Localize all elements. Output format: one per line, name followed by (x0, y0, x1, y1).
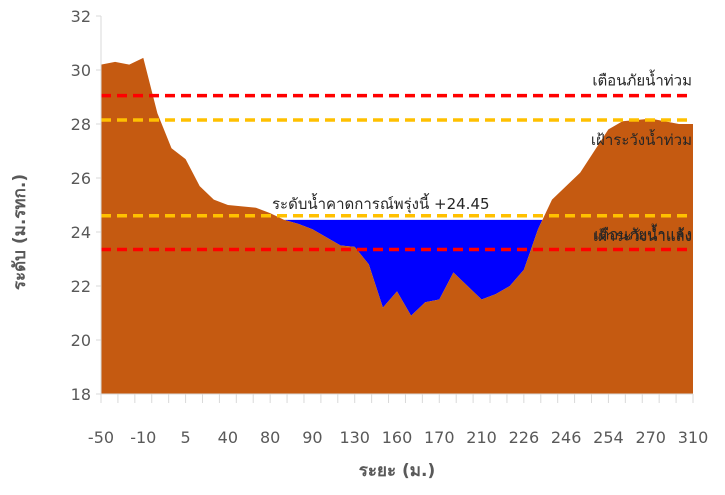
x-tick-label: -10 (130, 428, 156, 447)
y-tick-label: 32 (71, 7, 91, 26)
y-axis-title: ระดับ (ม.รทก.) (10, 174, 30, 290)
ground-area (101, 57, 693, 395)
x-tick-label: 80 (260, 428, 280, 447)
x-axis: -50 -10 5 40 80 90 130 160 170 210 226 246 254 270 310 (88, 393, 709, 447)
y-tick-label: 26 (71, 169, 91, 188)
x-tick-label: 90 (302, 428, 322, 447)
x-tick-label: -50 (88, 428, 114, 447)
y-axis: 18 20 22 24 26 28 30 32 (71, 7, 102, 404)
x-tick-label: 254 (593, 428, 624, 447)
x-tick-label: 246 (551, 428, 582, 447)
x-tick-label: 5 (180, 428, 190, 447)
y-tick-label: 20 (71, 331, 91, 350)
reference-line-label: เตือนภัยน้ำแล้ง (594, 224, 692, 244)
plot-area: เตือนภัยน้ำท่วมเฝ้าระวังน้ำท่วมเฝ้าระวัง… (101, 57, 693, 395)
y-tick-label: 22 (71, 277, 91, 296)
reference-line-label: เตือนภัยน้ำท่วม (592, 70, 692, 90)
x-tick-label: 130 (339, 428, 370, 447)
x-tick-label: 210 (466, 428, 497, 447)
x-axis-title: ระยะ (ม.) (359, 461, 435, 481)
x-tick-label: 40 (218, 428, 238, 447)
water-level-label: ระดับน้ำคาดการณ์พรุ่งนี้ +24.45 (272, 193, 490, 214)
x-tick-label: 226 (509, 428, 540, 447)
x-tick-label: 170 (424, 428, 455, 447)
reference-line-label: เฝ้าระวังน้ำแล้ง (593, 225, 692, 245)
reference-line-label: เฝ้าระวังน้ำท่วม (591, 129, 692, 149)
x-tick-label: 160 (382, 428, 413, 447)
y-tick-label: 18 (71, 385, 91, 404)
y-tick-label: 24 (71, 223, 91, 242)
y-tick-label: 28 (71, 115, 91, 134)
y-tick-label: 30 (71, 61, 91, 80)
x-tick-label: 270 (635, 428, 666, 447)
x-tick-label: 310 (678, 428, 709, 447)
water-area (284, 219, 543, 316)
